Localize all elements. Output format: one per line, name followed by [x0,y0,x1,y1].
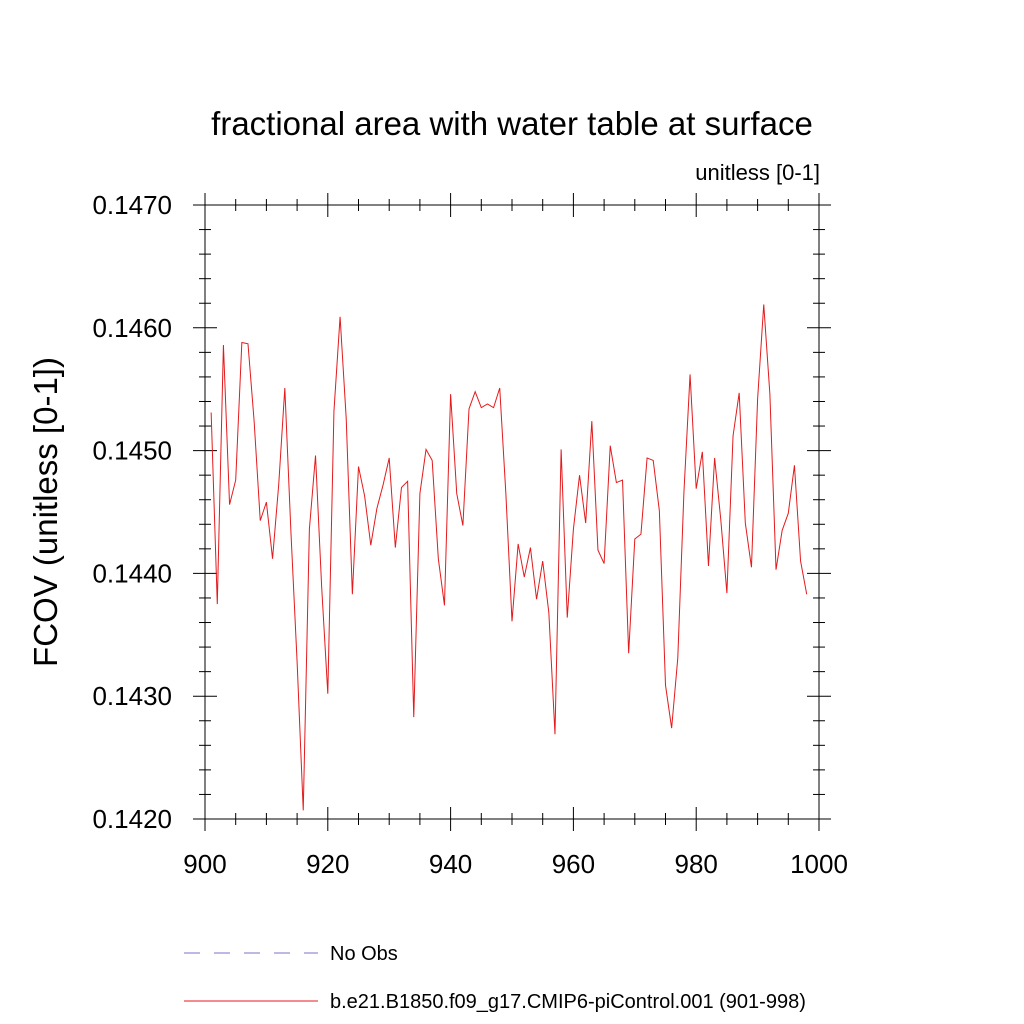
x-tick-label: 920 [306,849,349,879]
x-tick-label: 940 [429,849,472,879]
series-line-1 [210,304,808,811]
legend-label-no-obs: No Obs [330,943,398,965]
x-tick-label: 1000 [790,849,848,879]
x-tick-label: 960 [552,849,595,879]
plot-frame [204,204,820,820]
legend-label-picontrol: b.e21.B1850.f09_g17.CMIP6-piControl.001 … [330,991,806,1013]
axis-ticks [193,193,831,831]
x-tick-label: 980 [675,849,718,879]
chart-subtitle: unitless [0-1] [695,160,820,185]
legend: No Obs b.e21.B1850.f09_g17.CMIP6-piContr… [184,943,806,1013]
y-tick-label: 0.1440 [92,558,172,588]
y-tick-label: 0.1450 [92,436,172,466]
y-tick-label: 0.1460 [92,313,172,343]
x-tick-label: 900 [183,849,226,879]
y-tick-label: 0.1470 [92,190,172,220]
tick-labels: 900 920 940 960 980 1000 0.1420 0.1430 0.1440 0.1… [92,190,847,879]
y-axis-label: FCOV (unitless [0-1]) [27,357,64,667]
y-tick-label: 0.1430 [92,681,172,711]
y-tick-label: 0.1420 [92,804,172,834]
chart-title: fractional area with water table at surf… [211,105,813,142]
series-layer [210,304,808,811]
